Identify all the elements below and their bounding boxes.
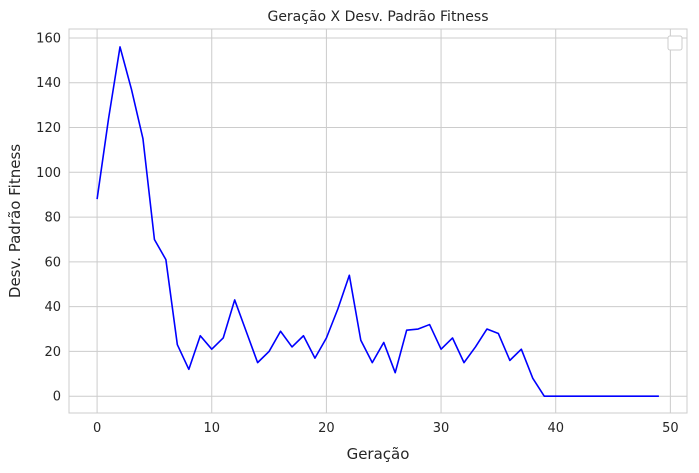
data-point (336, 307, 339, 310)
data-point (543, 395, 546, 398)
data-point (485, 328, 488, 331)
y-tick-label: 60 (44, 255, 61, 270)
data-point (302, 334, 305, 337)
data-point (348, 274, 351, 277)
x-tick-label: 30 (433, 421, 450, 436)
y-tick-label: 20 (44, 345, 61, 360)
series-line (96, 46, 659, 398)
data-point (508, 359, 511, 362)
y-tick-labels: 0 20 40 60 80 100 120 140 160 (36, 31, 61, 404)
x-tick-label: 0 (93, 421, 101, 436)
y-tick-label: 160 (36, 31, 61, 46)
data-point (382, 341, 385, 344)
data-point (130, 88, 133, 91)
y-tick-label: 40 (44, 300, 61, 315)
data-point (600, 395, 603, 398)
grid-lines (69, 29, 687, 413)
data-point (187, 368, 190, 371)
data-point (520, 348, 523, 351)
data-point (119, 45, 122, 48)
data-point (164, 258, 167, 261)
data-point (199, 334, 202, 337)
data-point (107, 117, 110, 120)
data-point (577, 395, 580, 398)
data-point (623, 395, 626, 398)
data-point (657, 395, 660, 398)
data-point (634, 395, 637, 398)
data-point (451, 336, 454, 339)
x-tick-labels: 0 10 20 30 40 50 (93, 421, 679, 436)
x-axis-title: Geração (347, 445, 410, 463)
data-point (176, 343, 179, 346)
data-point (210, 348, 213, 351)
y-tick-label: 0 (53, 390, 61, 405)
data-point (417, 328, 420, 331)
plot-area (68, 28, 688, 414)
data-point (440, 348, 443, 351)
data-point (313, 357, 316, 360)
data-point (256, 361, 259, 364)
y-tick-label: 80 (44, 211, 61, 226)
series-layer (96, 45, 660, 398)
data-point (96, 198, 99, 201)
data-point (371, 361, 374, 364)
data-point (428, 323, 431, 326)
data-point (531, 377, 534, 380)
data-point (589, 395, 592, 398)
data-point (554, 395, 557, 398)
legend-box (667, 35, 683, 51)
data-point (279, 330, 282, 333)
data-point (141, 137, 144, 140)
x-tick-label: 40 (547, 421, 564, 436)
data-point (222, 336, 225, 339)
x-tick-label: 20 (318, 421, 335, 436)
y-tick-label: 100 (36, 166, 61, 181)
data-point (405, 329, 408, 332)
chart-title: Geração X Desv. Padrão Fitness (267, 9, 488, 25)
y-tick-label: 140 (36, 76, 61, 91)
data-point (474, 345, 477, 348)
data-point (394, 371, 397, 374)
data-point (359, 339, 362, 342)
data-point (291, 345, 294, 348)
data-point (497, 332, 500, 335)
y-tick-label: 120 (36, 121, 61, 136)
x-tick-label: 50 (662, 421, 679, 436)
data-point (566, 395, 569, 398)
data-point (325, 336, 328, 339)
data-point (612, 395, 615, 398)
data-point (233, 298, 236, 301)
data-point (268, 350, 271, 353)
data-point (245, 330, 248, 333)
data-point (646, 395, 649, 398)
y-axis-title: Desv. Padrão Fitness (6, 144, 24, 298)
data-point (153, 238, 156, 241)
data-point (462, 361, 465, 364)
x-tick-label: 10 (203, 421, 220, 436)
